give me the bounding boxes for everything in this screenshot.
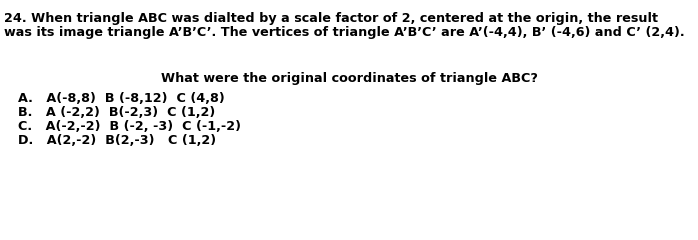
Text: A.   A(-8,8)  B (-8,12)  C (4,8): A. A(-8,8) B (-8,12) C (4,8) (18, 92, 225, 105)
Text: C.   A(-2,-2)  B (-2, -3)  C (-1,-2): C. A(-2,-2) B (-2, -3) C (-1,-2) (18, 120, 241, 133)
Text: What were the original coordinates of triangle ABC?: What were the original coordinates of tr… (161, 72, 537, 85)
Text: D.   A(2,-2)  B(2,-3)   C (1,2): D. A(2,-2) B(2,-3) C (1,2) (18, 134, 216, 147)
Text: B.   A (-2,2)  B(-2,3)  C (1,2): B. A (-2,2) B(-2,3) C (1,2) (18, 106, 215, 119)
Text: 24. When triangle ABC was dialted by a scale factor of 2, centered at the origin: 24. When triangle ABC was dialted by a s… (4, 12, 658, 25)
Text: was its image triangle A’B’C’. The vertices of triangle A’B’C’ are A’(-4,4), B’ : was its image triangle A’B’C’. The verti… (4, 26, 685, 39)
